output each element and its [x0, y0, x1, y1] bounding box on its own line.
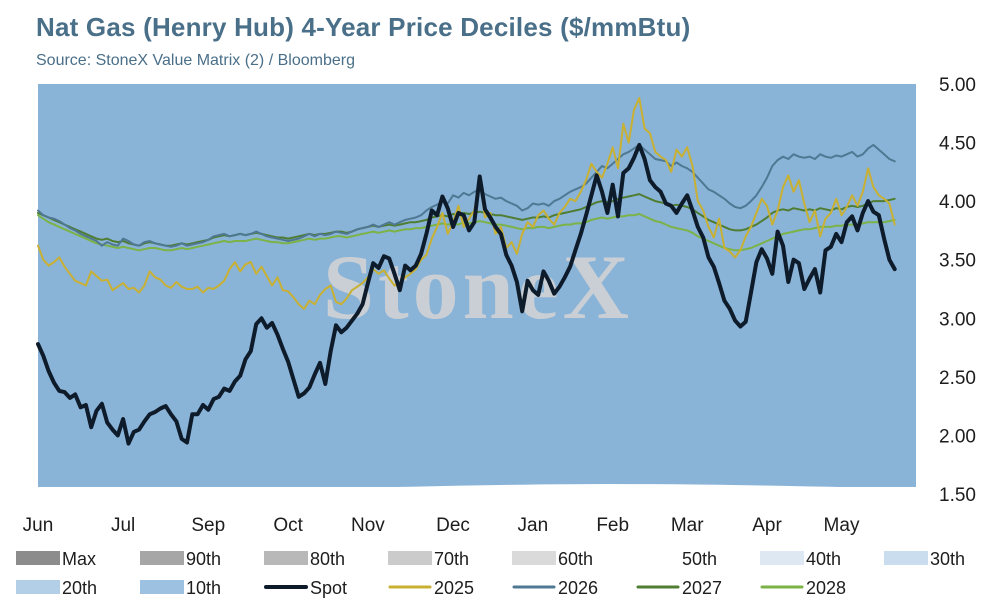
- x-tick-label: Dec: [436, 515, 470, 536]
- legend-swatch: [636, 551, 680, 565]
- x-tick-label: Nov: [351, 515, 385, 536]
- legend-swatch: [16, 580, 60, 594]
- legend-item: 90th: [140, 549, 221, 569]
- legend-item: 50th: [636, 549, 717, 569]
- legend-label: 90th: [186, 549, 221, 569]
- series-line-spot: [36, 142, 897, 446]
- legend-swatch: [140, 551, 184, 565]
- legend-item: 2028: [760, 578, 846, 598]
- legend-label: 10th: [186, 578, 221, 598]
- legend-item: 30th: [884, 549, 965, 569]
- x-tick-label: Feb: [596, 515, 629, 536]
- legend-item: 20th: [16, 578, 97, 598]
- legend-swatch: [760, 551, 804, 565]
- legend-label: 30th: [930, 549, 965, 569]
- band-min: [38, 84, 916, 490]
- y-tick-label: 5.00: [939, 75, 976, 96]
- legend-swatch: [264, 551, 308, 565]
- plot-bottom-gap: [38, 486, 916, 494]
- legend-label: 40th: [806, 549, 841, 569]
- legend-swatch: [388, 551, 432, 565]
- x-axis: Jun Jul Sep Oct Nov Dec Jan Feb Mar Apr May: [23, 515, 860, 536]
- chart-subtitle: Source: StoneX Value Matrix (2) / Bloomb…: [36, 52, 355, 69]
- legend-item: 10th: [140, 578, 221, 598]
- legend-item: 40th: [760, 549, 841, 569]
- watermark: StoneX: [323, 236, 633, 338]
- x-tick-label: Jul: [111, 515, 135, 536]
- y-tick-label: 3.50: [939, 251, 976, 272]
- x-tick-label: Mar: [671, 515, 704, 536]
- legend-label: 70th: [434, 549, 469, 569]
- legend-label: 2028: [806, 578, 846, 598]
- legend-item: 2025: [388, 578, 474, 598]
- legend-label: 80th: [310, 549, 345, 569]
- y-tick-label: 4.50: [939, 134, 976, 155]
- legend-label: 2026: [558, 578, 598, 598]
- legend-label: Spot: [310, 578, 347, 598]
- legend: Max 90th 80th 70th 60th 50th 40th 30th 20th 10th S…: [16, 549, 965, 598]
- legend-swatch: [884, 551, 928, 565]
- legend-label: 2027: [682, 578, 722, 598]
- legend-item: Spot: [264, 578, 347, 598]
- series-lines: [36, 97, 897, 446]
- y-tick-label: 2.00: [939, 426, 976, 447]
- legend-item: 70th: [388, 549, 469, 569]
- legend-label: Max: [62, 549, 96, 569]
- y-tick-label: 1.50: [939, 485, 976, 506]
- legend-label: 60th: [558, 549, 593, 569]
- legend-swatch: [16, 551, 60, 565]
- legend-item: 80th: [264, 549, 345, 569]
- legend-label: 50th: [682, 549, 717, 569]
- legend-item: 60th: [512, 549, 593, 569]
- x-tick-label: Sep: [191, 515, 225, 536]
- legend-swatch: [140, 580, 184, 594]
- x-tick-label: Jan: [518, 515, 549, 536]
- legend-label: 2025: [434, 578, 474, 598]
- decile-bands: [38, 84, 916, 494]
- x-tick-label: Jun: [23, 515, 54, 536]
- y-tick-label: 2.50: [939, 368, 976, 389]
- x-tick-label: Oct: [273, 515, 303, 536]
- y-tick-label: 3.00: [939, 309, 976, 330]
- chart-title: Nat Gas (Henry Hub) 4-Year Price Deciles…: [36, 12, 691, 42]
- y-axis: 5.00 4.50 4.00 3.50 3.00 2.50 2.00 1.50: [939, 75, 976, 506]
- legend-item: Max: [16, 549, 96, 569]
- y-tick-label: 4.00: [939, 192, 976, 213]
- legend-label: 20th: [62, 578, 97, 598]
- x-tick-label: Apr: [752, 515, 782, 536]
- legend-item: 2027: [636, 578, 722, 598]
- series-line-2026: [37, 143, 896, 248]
- legend-swatch: [512, 551, 556, 565]
- x-tick-label: May: [824, 515, 860, 536]
- legend-item: 2026: [512, 578, 598, 598]
